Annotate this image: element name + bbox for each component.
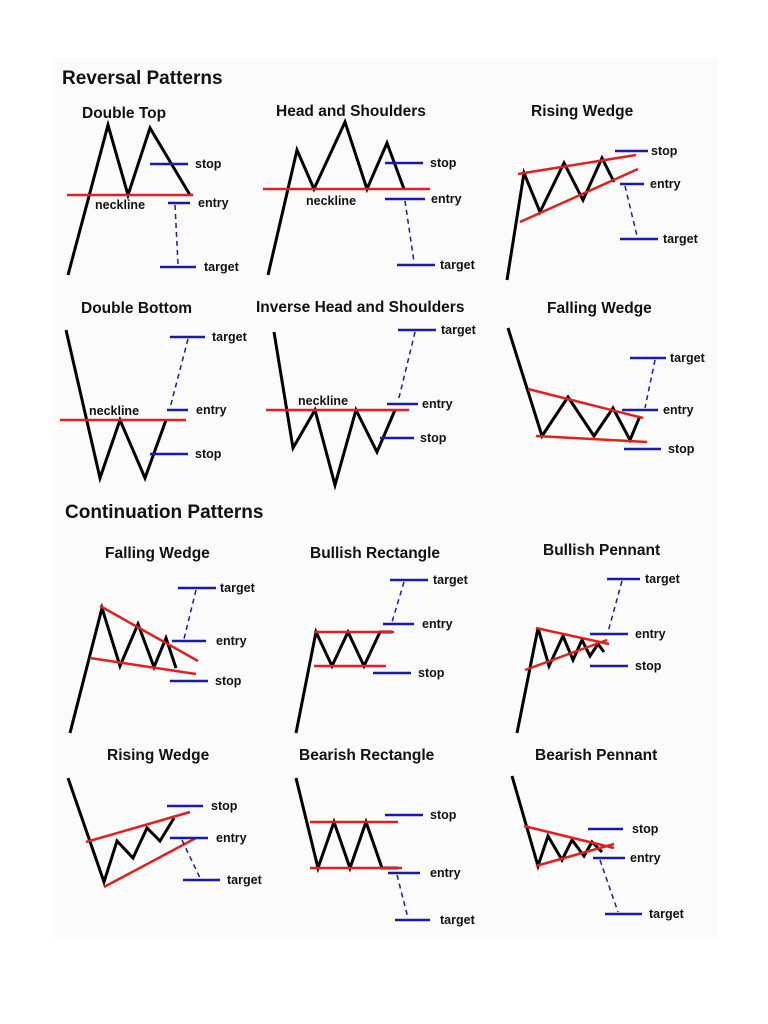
title-bullish-rectangle: Bullish Rectangle (310, 545, 441, 562)
title-double-bottom: Double Bottom (81, 300, 193, 317)
target-label: target (440, 913, 476, 927)
projection-line (181, 839, 201, 879)
trendline (85, 810, 191, 844)
entry-label: entry (216, 634, 247, 648)
projection-line (169, 338, 189, 409)
trendline (527, 387, 644, 420)
title-rising-wedge-reversal: Rising Wedge (531, 103, 634, 120)
projection-line (624, 185, 638, 237)
neckline-label: neckline (89, 404, 139, 418)
price-line (506, 327, 642, 444)
stop-label: stop (632, 822, 659, 836)
entry-label: entry (198, 196, 229, 210)
trendline (523, 824, 615, 850)
trendline (524, 638, 608, 672)
projection-line (644, 359, 656, 409)
chart-panel (52, 58, 718, 938)
trendline (519, 167, 639, 224)
target-label: target (663, 232, 699, 246)
projection-line (391, 581, 405, 623)
projection-line (396, 874, 409, 919)
entry-label: entry (430, 866, 461, 880)
entry-label: entry (650, 177, 681, 191)
stop-label: stop (668, 442, 695, 456)
neckline-label: neckline (95, 198, 145, 212)
projection-line (404, 200, 415, 263)
title-bullish-pennant: Bullish Pennant (543, 542, 661, 559)
stop-label: stop (651, 144, 678, 158)
stop-label: stop (420, 431, 447, 445)
stop-label: stop (215, 674, 242, 688)
stop-label: stop (635, 659, 662, 673)
entry-label: entry (635, 627, 666, 641)
stop-label: stop (430, 808, 457, 822)
target-label: target (212, 330, 248, 344)
trendline (517, 153, 637, 176)
price-line (68, 602, 178, 734)
title-falling-wedge-reversal: Falling Wedge (547, 300, 652, 317)
price-line (505, 154, 616, 281)
trendline (103, 836, 197, 889)
trendline (535, 626, 610, 646)
entry-label: entry (630, 851, 661, 865)
stop-label: stop (430, 156, 457, 170)
target-label: target (204, 260, 240, 274)
entry-label: entry (422, 397, 453, 411)
stop-label: stop (195, 447, 222, 461)
title-falling-wedge-continuation: Falling Wedge (105, 545, 210, 562)
section-title-reversal: Reversal Patterns (62, 68, 223, 89)
entry-label: entry (422, 617, 453, 631)
price-line (266, 117, 406, 276)
price-line (294, 627, 392, 734)
trendline (535, 434, 648, 444)
price-line (272, 331, 397, 491)
target-label: target (670, 351, 706, 365)
entry-label: entry (431, 192, 462, 206)
target-label: target (649, 907, 685, 921)
trendline (535, 842, 615, 868)
title-bearish-rectangle: Bearish Rectangle (299, 747, 435, 764)
price-line (515, 627, 606, 734)
projection-line (607, 580, 623, 633)
neckline-label: neckline (306, 194, 356, 208)
target-label: target (227, 873, 263, 887)
title-inverse-head-and-shoulders: Inverse Head and Shoulders (256, 299, 465, 316)
entry-label: entry (216, 831, 247, 845)
target-label: target (645, 572, 681, 586)
title-bearish-pennant: Bearish Pennant (535, 747, 658, 764)
entry-label: entry (196, 403, 227, 417)
projection-line (599, 859, 619, 913)
section-title-continuation: Continuation Patterns (65, 502, 264, 523)
trendline (99, 604, 199, 663)
target-label: target (440, 258, 476, 272)
target-label: target (441, 323, 477, 337)
entry-label: entry (663, 403, 694, 417)
price-line (510, 775, 604, 872)
projection-line (183, 589, 197, 640)
title-rising-wedge-continuation: Rising Wedge (107, 747, 210, 764)
target-label: target (220, 581, 256, 595)
projection-line (174, 204, 179, 265)
price-line (66, 777, 176, 887)
target-label: target (433, 573, 469, 587)
stop-label: stop (195, 157, 222, 171)
projection-line (397, 331, 416, 403)
neckline-label: neckline (298, 394, 348, 408)
title-head-and-shoulders: Head and Shoulders (276, 103, 426, 120)
trendline (89, 656, 197, 676)
stop-label: stop (418, 666, 445, 680)
stop-label: stop (211, 799, 238, 813)
title-double-top: Double Top (82, 105, 167, 122)
